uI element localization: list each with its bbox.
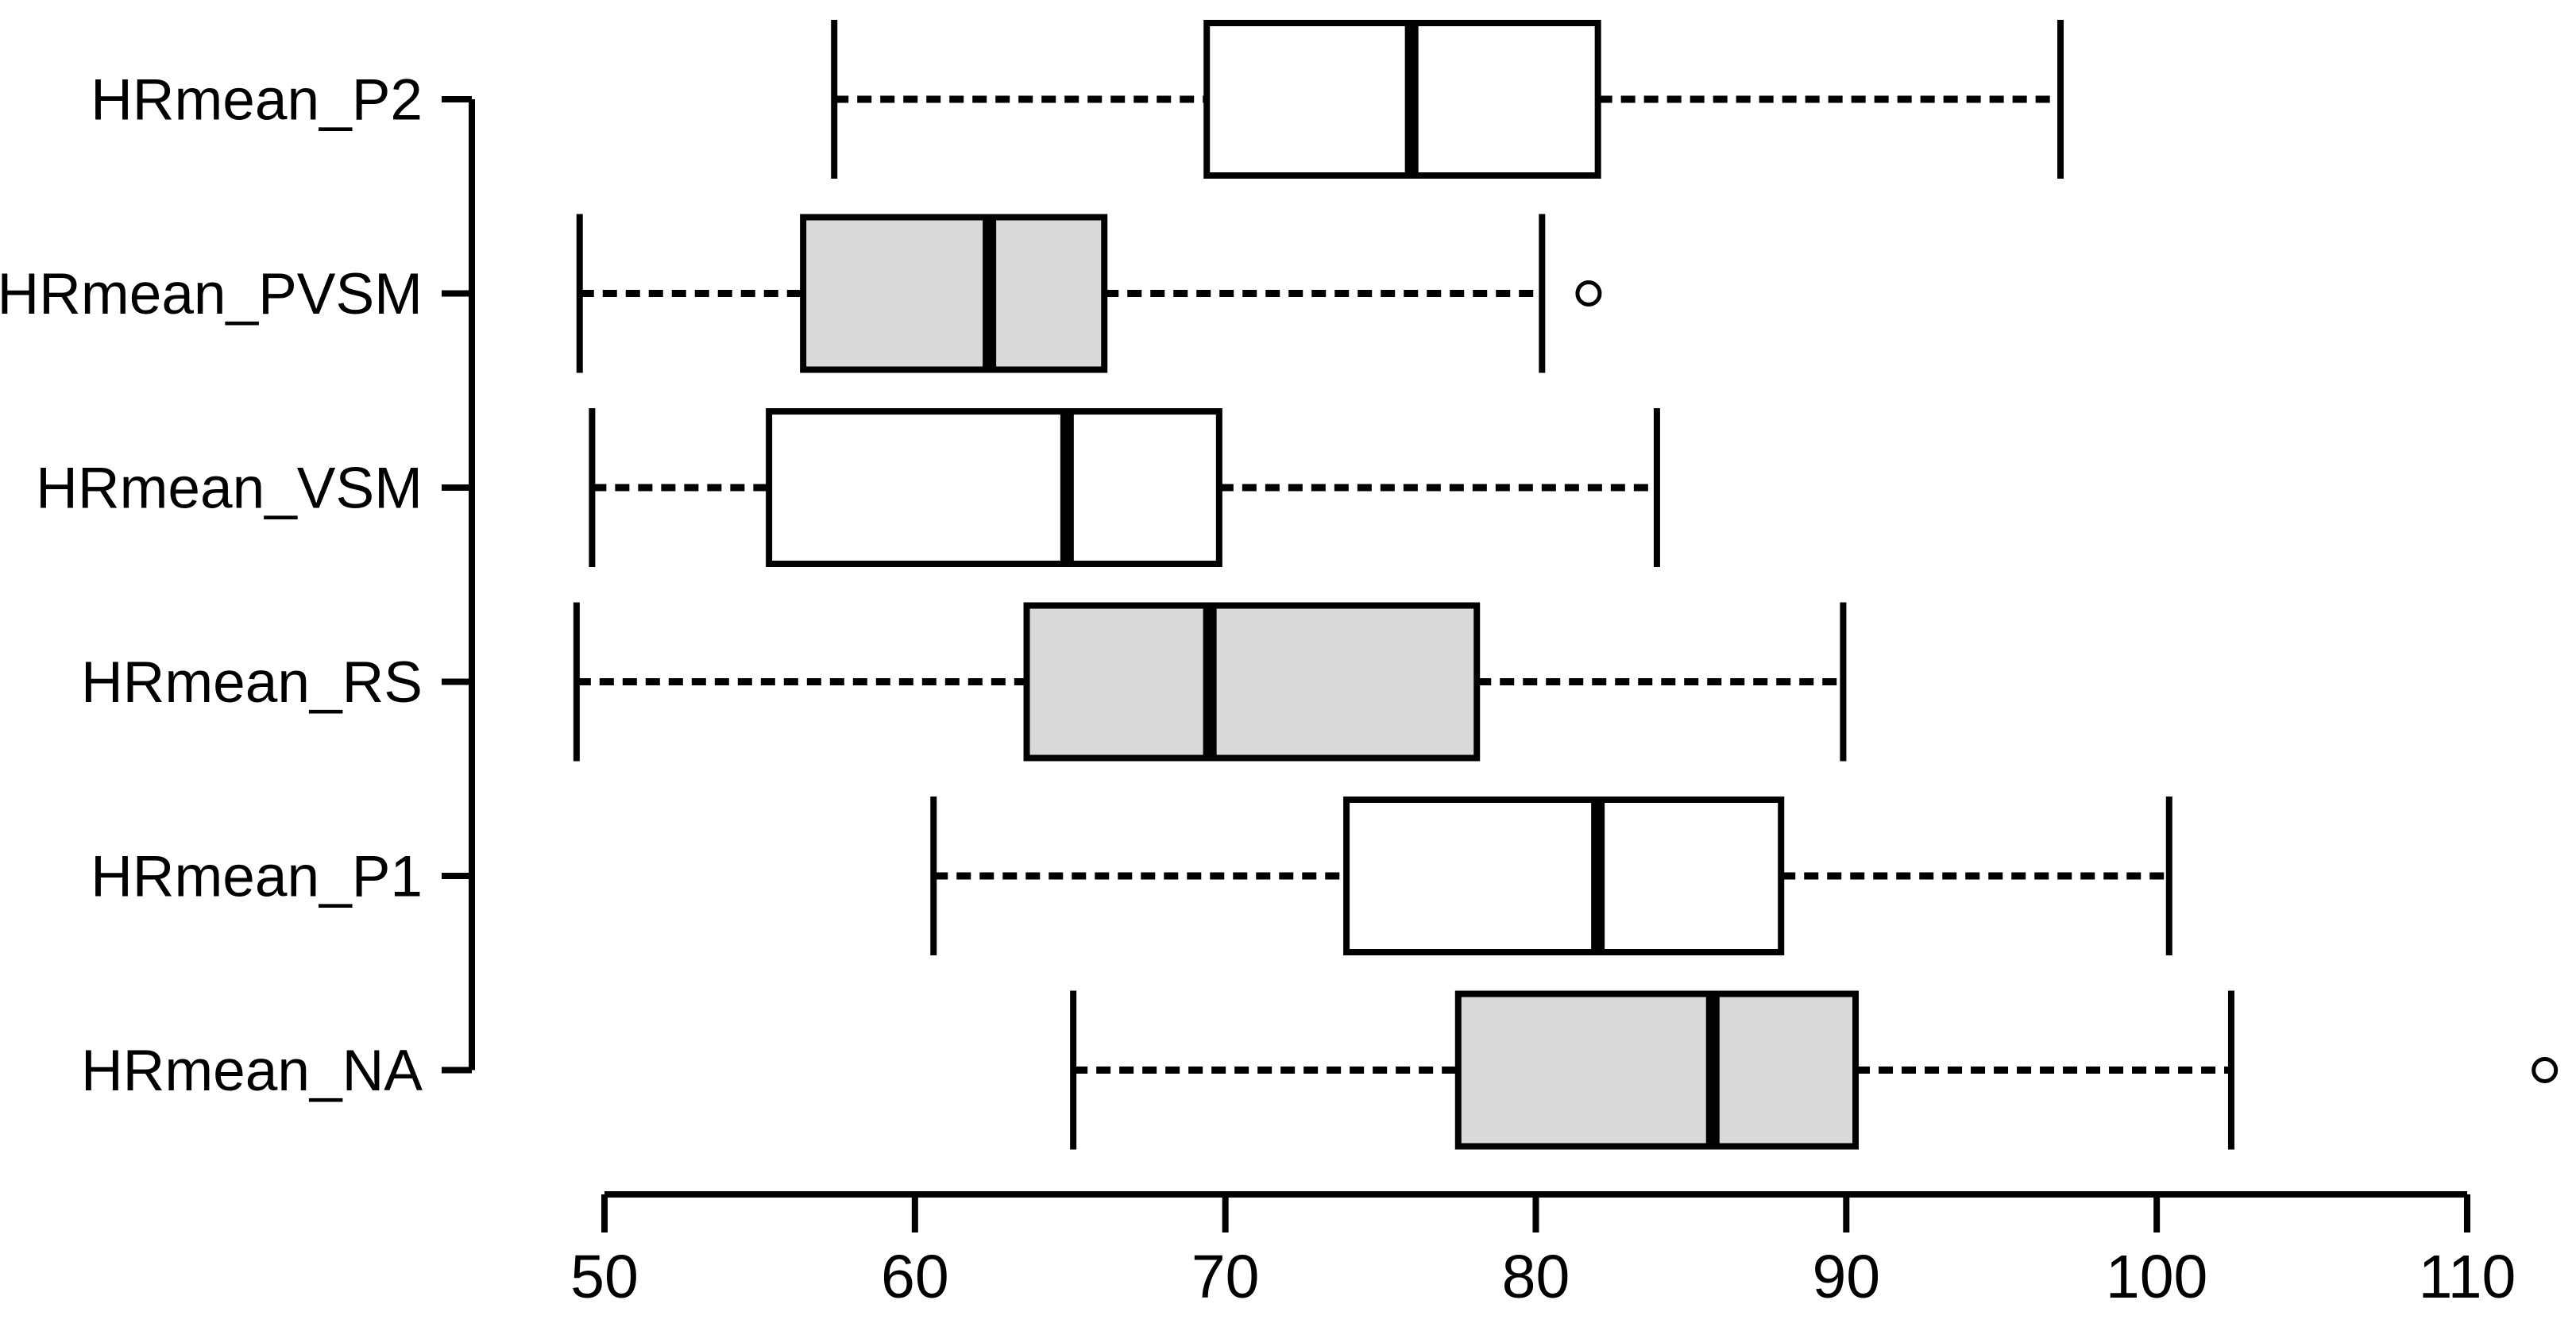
iqr-box-HRmean_RS <box>1023 602 1481 762</box>
iqr-box-HRmean_P2 <box>1203 20 1601 179</box>
iqr-box-HRmean_PVSM <box>800 214 1108 373</box>
x-tick-label-80: 80 <box>1502 1243 1570 1311</box>
outlier-point-HRmean_NA-0 <box>2532 1057 2559 1083</box>
category-label-HRmean_RS: HRmean_RS <box>81 650 423 715</box>
category-label-HRmean_P1: HRmean_P1 <box>91 845 423 909</box>
category-label-HRmean_VSM: HRmean_VSM <box>36 457 423 521</box>
category-label-HRmean_NA: HRmean_NA <box>81 1039 423 1103</box>
x-tick-label-110: 110 <box>2419 1243 2516 1311</box>
x-tick-label-100: 100 <box>2106 1243 2207 1311</box>
x-tick-label-90: 90 <box>1812 1243 1880 1311</box>
category-label-HRmean_P2: HRmean_P2 <box>91 68 423 133</box>
x-tick-label-60: 60 <box>881 1243 949 1311</box>
iqr-box-HRmean_P1 <box>1343 797 1785 955</box>
iqr-box-HRmean_NA <box>1454 990 1860 1150</box>
x-tick-label-50: 50 <box>570 1243 639 1311</box>
category-label-HRmean_PVSM: HRmean_PVSM <box>0 262 423 326</box>
outlier-point-HRmean_PVSM-0 <box>1575 280 1602 307</box>
iqr-box-HRmean_VSM <box>766 408 1222 567</box>
x-tick-label-70: 70 <box>1191 1243 1260 1311</box>
